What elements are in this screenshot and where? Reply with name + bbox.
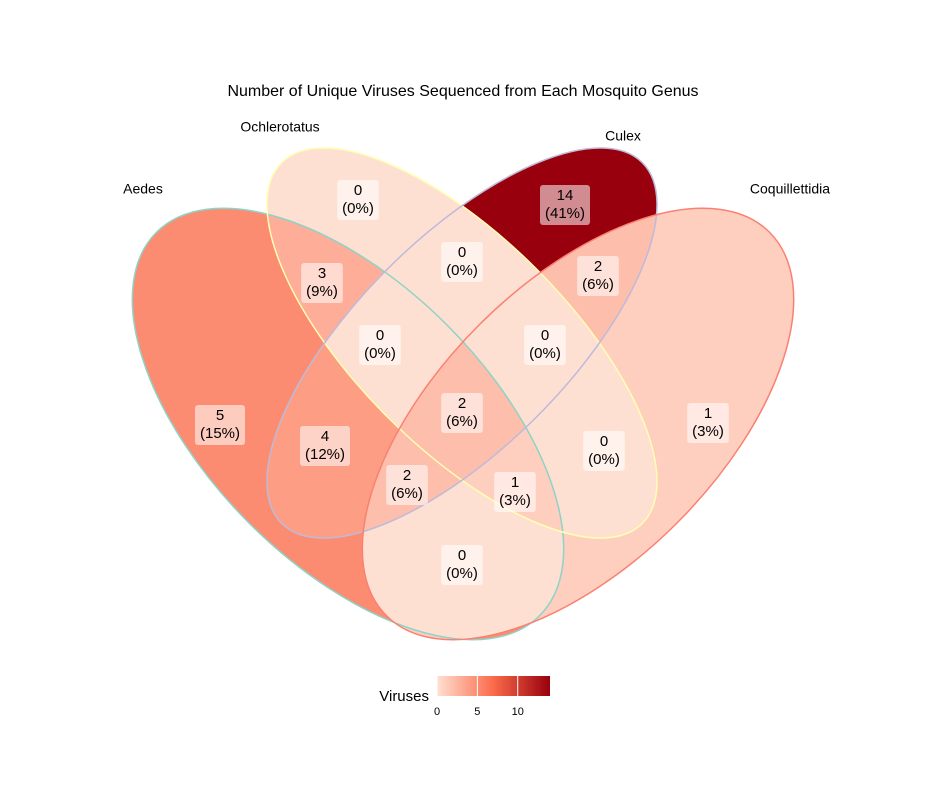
set-label: Ochlerotatus xyxy=(240,119,319,135)
count-label: 2 xyxy=(458,395,466,412)
percent-label: (0%) xyxy=(446,262,478,279)
count-label: 2 xyxy=(403,467,411,484)
set-outline xyxy=(131,207,565,641)
label-box xyxy=(524,325,566,365)
label-box xyxy=(386,465,428,505)
set-label: Culex xyxy=(605,128,641,144)
percent-label: (12%) xyxy=(305,446,345,463)
percent-label: (6%) xyxy=(446,413,478,430)
count-label: 0 xyxy=(458,547,466,564)
region-label: 0(0%) xyxy=(583,431,625,471)
chart-title: Number of Unique Viruses Sequenced from … xyxy=(227,83,698,100)
percent-label: (6%) xyxy=(582,276,614,293)
colorbar-tick-label: 10 xyxy=(512,706,524,718)
set-label: Aedes xyxy=(123,181,163,197)
colorbar xyxy=(437,676,550,696)
count-label: 2 xyxy=(594,258,602,275)
set-outline xyxy=(266,147,658,539)
percent-label: (0%) xyxy=(364,345,396,362)
count-label: 0 xyxy=(600,433,608,450)
count-label: 5 xyxy=(216,407,224,424)
label-box xyxy=(301,263,343,303)
label-box xyxy=(583,431,625,471)
label-box xyxy=(577,256,619,296)
region-label: 4(12%) xyxy=(299,426,351,466)
percent-label: (41%) xyxy=(545,205,585,222)
set-label: Coquillettidia xyxy=(750,181,830,197)
percent-label: (3%) xyxy=(499,492,531,509)
legend-title: Viruses xyxy=(379,688,429,705)
count-label: 14 xyxy=(557,187,574,204)
label-box xyxy=(441,545,483,585)
percent-label: (6%) xyxy=(391,485,423,502)
percent-label: (0%) xyxy=(446,565,478,582)
region-label: 14(41%) xyxy=(539,185,591,225)
percent-label: (0%) xyxy=(529,345,561,362)
label-box xyxy=(687,403,729,443)
count-label: 0 xyxy=(376,327,384,344)
percent-label: (0%) xyxy=(342,200,374,217)
region-label: 2(6%) xyxy=(441,393,483,433)
region-label: 2(6%) xyxy=(386,465,428,505)
percent-label: (15%) xyxy=(200,425,240,442)
region-label: 5(15%) xyxy=(194,405,246,445)
region-label: 0(0%) xyxy=(359,325,401,365)
count-label: 1 xyxy=(511,474,519,491)
label-box xyxy=(441,393,483,433)
percent-label: (9%) xyxy=(306,283,338,300)
colorbar-tick-label: 5 xyxy=(474,706,480,718)
percent-label: (3%) xyxy=(692,423,724,440)
label-box xyxy=(539,185,591,225)
region-label: 0(0%) xyxy=(441,242,483,282)
count-label: 0 xyxy=(541,327,549,344)
label-box xyxy=(494,472,536,512)
label-box xyxy=(359,325,401,365)
label-box xyxy=(299,426,351,466)
region-label: 0(0%) xyxy=(441,545,483,585)
count-label: 1 xyxy=(704,405,712,422)
set-outline xyxy=(361,207,795,641)
percent-label: (0%) xyxy=(588,451,620,468)
region-label: 2(6%) xyxy=(577,256,619,296)
count-label: 0 xyxy=(354,182,362,199)
label-box xyxy=(337,180,379,220)
region-label: 3(9%) xyxy=(301,263,343,303)
label-box xyxy=(441,242,483,282)
count-label: 4 xyxy=(321,428,329,445)
count-label: 3 xyxy=(318,265,326,282)
region-label: 0(0%) xyxy=(337,180,379,220)
set-outline xyxy=(266,147,658,539)
count-label: 0 xyxy=(458,244,466,261)
region-label: 0(0%) xyxy=(524,325,566,365)
colorbar-tick-label: 0 xyxy=(434,706,440,718)
label-box xyxy=(194,405,246,445)
region-label: 1(3%) xyxy=(687,403,729,443)
region-label: 1(3%) xyxy=(494,472,536,512)
